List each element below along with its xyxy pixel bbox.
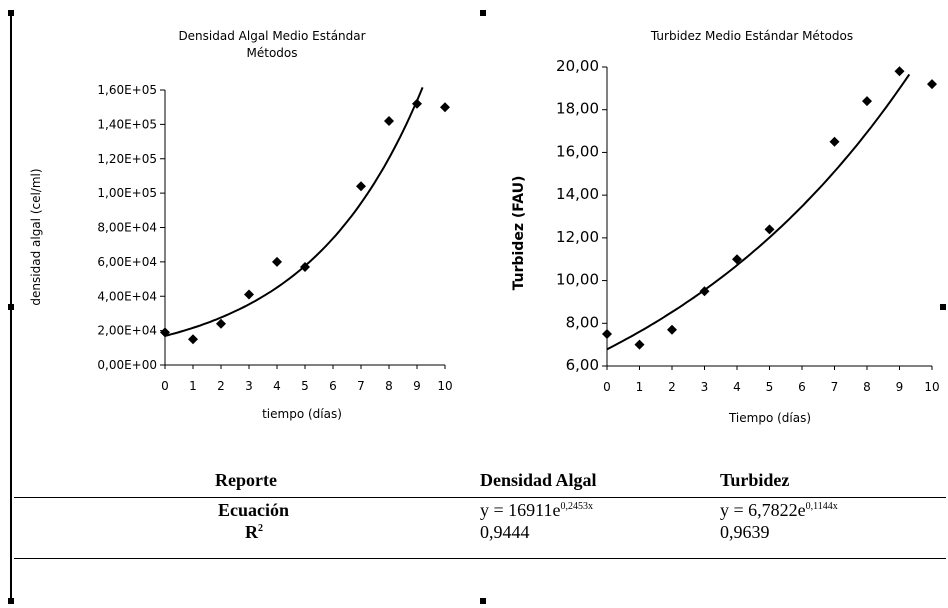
chart1-data-point bbox=[188, 334, 198, 345]
chart2-data-point bbox=[862, 96, 872, 107]
chart2-y-tick-label: 8,00 bbox=[566, 313, 599, 331]
report-table: Reporte Densidad Algal Turbidez Ecuación… bbox=[0, 462, 948, 572]
chart2-y-axis-label: Turbidez (FAU) bbox=[511, 176, 527, 291]
chart1-y-axis-label: densidad algal (cel/ml) bbox=[29, 168, 43, 305]
chart2-data-point bbox=[764, 224, 775, 235]
densidad-algal-chart: Densidad Algal Medio Estándar Métodos de… bbox=[29, 29, 453, 421]
chart2-data-point bbox=[732, 254, 742, 265]
chart2-plot-area: 6,00 8,00 10,00 12,00 14,00 16,00 18,00 20,00 0 1… bbox=[556, 57, 940, 394]
table-top-rule bbox=[14, 497, 946, 498]
chart1-trendline bbox=[164, 87, 424, 337]
chart2-x-tick-label: 2 bbox=[668, 380, 676, 394]
chart1-y-tick-label: 2,00E+04 bbox=[97, 324, 157, 338]
header-reporte: Reporte bbox=[215, 470, 277, 490]
chart2-data-point bbox=[602, 328, 612, 339]
chart2-title: Turbidez Medio Estándar Métodos bbox=[650, 29, 853, 43]
chart2-x-tick-label: 10 bbox=[924, 380, 939, 394]
chart2-data-point bbox=[927, 79, 937, 90]
chart1-x-tick-label: 9 bbox=[413, 379, 421, 393]
chart1-x-tick-label: 5 bbox=[301, 379, 309, 393]
chart1-y-tick-label: 4,00E+04 bbox=[97, 289, 157, 303]
table-bottom-rule bbox=[14, 558, 946, 559]
chart1-x-tick-label: 6 bbox=[329, 379, 337, 393]
selection-handle-bottom-middle[interactable] bbox=[480, 598, 486, 604]
chart2-x-tick-label: 3 bbox=[701, 380, 709, 394]
chart1-data-point bbox=[440, 102, 450, 113]
chart2-x-tick-label: 8 bbox=[863, 380, 871, 394]
chart2-y-tick-label: 12,00 bbox=[556, 228, 599, 246]
chart1-data-point bbox=[244, 289, 254, 300]
chart2-data-point bbox=[634, 339, 645, 350]
densidad-equation-base: y = 16911e bbox=[480, 500, 561, 520]
chart1-title-line1: Densidad Algal Medio Estándar bbox=[178, 29, 365, 43]
selection-handle-bottom-left[interactable] bbox=[8, 598, 14, 604]
chart2-x-tick-label: 6 bbox=[798, 380, 806, 394]
chart2-x-tick-label: 4 bbox=[733, 380, 741, 394]
chart1-data-point bbox=[300, 262, 310, 273]
row-ecuacion-label: Ecuación bbox=[218, 500, 290, 520]
chart2-data-point bbox=[894, 66, 905, 77]
chart1-x-tick-label: 3 bbox=[245, 379, 253, 393]
chart1-y-tick-label: 6,00E+04 bbox=[97, 255, 157, 269]
chart1-x-tick-label: 7 bbox=[357, 379, 365, 393]
selection-handle-middle-right[interactable] bbox=[940, 304, 946, 310]
chart2-x-tick-label: 5 bbox=[766, 380, 774, 394]
chart2-y-tick-label: 14,00 bbox=[556, 185, 599, 203]
chart1-x-axis-label: tiempo (días) bbox=[262, 407, 342, 421]
chart2-data-point bbox=[699, 286, 710, 297]
turbidez-equation-exponent: 0,1144x bbox=[805, 501, 838, 512]
chart2-x-tick-label: 1 bbox=[636, 380, 644, 394]
chart2-x-tick-label: 9 bbox=[896, 380, 904, 394]
chart1-y-tick-label: 0,00E+00 bbox=[97, 358, 157, 372]
densidad-r2-value: 0,9444 bbox=[480, 522, 530, 542]
selection-handle-top-middle[interactable] bbox=[480, 10, 486, 16]
selection-handle-middle-left[interactable] bbox=[8, 304, 14, 310]
selection-handle-top-left[interactable] bbox=[8, 10, 14, 16]
chart1-x-tick-label: 2 bbox=[217, 379, 225, 393]
chart1-x-tick-label: 8 bbox=[385, 379, 393, 393]
chart1-data-point bbox=[412, 98, 422, 109]
turbidez-equation: y = 6,7822e0,1144x bbox=[720, 500, 838, 521]
chart1-plot-area: 0,00E+00 2,00E+04 4,00E+04 6,00E+04 8,00E+04… bbox=[97, 83, 452, 393]
header-densidad-algal: Densidad Algal bbox=[480, 470, 597, 490]
chart1-x-tick-label: 1 bbox=[189, 379, 197, 393]
chart2-x-tick-label: 0 bbox=[603, 380, 611, 394]
chart1-data-point bbox=[272, 256, 282, 267]
turbidez-r2-value: 0,9639 bbox=[720, 522, 770, 542]
turbidez-equation-base: y = 6,7822e bbox=[720, 500, 806, 520]
r2-label-superscript: 2 bbox=[258, 523, 263, 534]
chart2-data-point bbox=[829, 136, 840, 147]
densidad-equation-exponent: 0,2453x bbox=[560, 501, 593, 512]
chart2-y-tick-label: 16,00 bbox=[556, 142, 599, 160]
densidad-equation: y = 16911e0,2453x bbox=[480, 500, 593, 521]
chart1-y-tick-label: 1,20E+05 bbox=[97, 152, 157, 166]
chart2-y-tick-label: 6,00 bbox=[566, 356, 599, 374]
chart1-x-tick-label: 0 bbox=[161, 379, 169, 393]
row-r2-label: R2 bbox=[245, 522, 263, 543]
chart1-y-tick-label: 1,00E+05 bbox=[97, 186, 157, 200]
chart2-y-tick-label: 20,00 bbox=[556, 57, 599, 75]
chart2-trendline bbox=[606, 73, 911, 351]
chart1-y-tick-label: 8,00E+04 bbox=[97, 221, 157, 235]
chart1-y-tick-label: 1,40E+05 bbox=[97, 117, 157, 131]
chart2-x-axis-label: Tiempo (días) bbox=[728, 411, 811, 425]
chart2-y-tick-label: 18,00 bbox=[556, 100, 599, 118]
chart1-data-point bbox=[356, 181, 366, 192]
turbidez-chart: Turbidez Medio Estándar Métodos Turbidez… bbox=[511, 29, 940, 425]
chart1-data-point bbox=[384, 115, 394, 126]
chart1-y-tick-label: 1,60E+05 bbox=[97, 83, 157, 97]
chart1-x-tick-label: 4 bbox=[273, 379, 281, 393]
header-turbidez: Turbidez bbox=[720, 470, 790, 490]
chart2-y-tick-label: 10,00 bbox=[556, 271, 599, 289]
chart2-data-point bbox=[667, 324, 677, 335]
chart1-title-line2: Métodos bbox=[247, 46, 298, 60]
chart1-data-point bbox=[160, 327, 170, 338]
chart2-x-tick-label: 7 bbox=[831, 380, 839, 394]
chart1-data-point bbox=[216, 318, 226, 329]
chart1-x-tick-label: 10 bbox=[437, 379, 452, 393]
r2-label-base: R bbox=[245, 522, 258, 542]
